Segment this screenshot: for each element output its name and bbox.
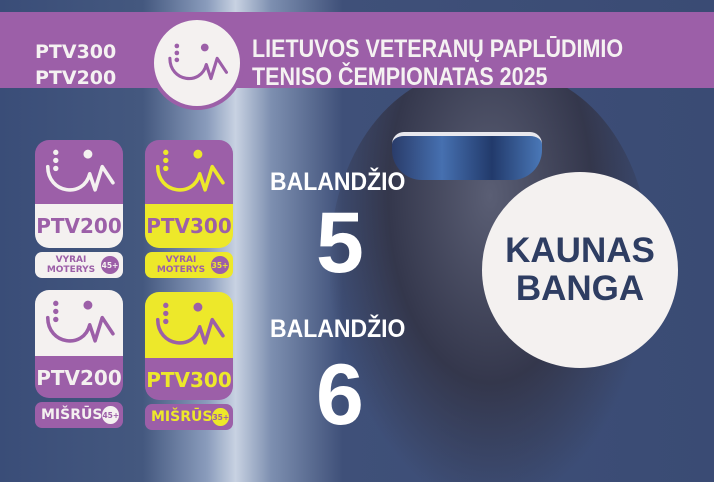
category-card-mixed-ptv300-35: PTV300 <box>145 292 233 400</box>
ptv-smile-logo-icon <box>153 300 225 350</box>
edition-ptv300: PTV300 <box>35 41 117 63</box>
category-name: PTV200 <box>35 204 123 248</box>
age-badge: 35+ <box>211 256 229 274</box>
date-day-2: 6 <box>316 347 364 443</box>
label-line: MOTERYS <box>46 265 96 275</box>
label-line: MOTERYS <box>156 265 206 275</box>
category-name: PTV300 <box>145 204 233 248</box>
age-badge: 35+ <box>212 408 230 426</box>
category-label: VYRAI MOTERYS 35+ <box>145 252 233 278</box>
label-line: VYRAI <box>165 255 197 265</box>
label-line: MIŠRŪS <box>151 409 213 425</box>
category-label: VYRAI MOTERYS 45+ <box>35 252 123 278</box>
logo <box>150 16 244 110</box>
category-name: PTV300 <box>145 358 233 400</box>
ptv-smile-logo-icon <box>166 41 228 85</box>
date-month-1: BALANDŽIO <box>270 168 406 196</box>
category-name: PTV200 <box>35 356 123 398</box>
title-line-1: LIETUVOS VETERANŲ PAPLŪDIMIO <box>252 35 624 63</box>
category-card-ptv300-35: PTV300 <box>145 140 233 248</box>
edition-list: PTV300 PTV200 <box>35 39 116 91</box>
edition-ptv200: PTV200 <box>35 67 117 89</box>
category-label: MIŠRŪS 45+ <box>35 402 123 428</box>
venue-name: BANGA <box>515 269 645 308</box>
date-month-2: BALANDŽIO <box>270 315 406 343</box>
event-title: LIETUVOS VETERANŲ PAPLŪDIMIO TENISO ČEMP… <box>252 35 623 91</box>
ptv-smile-logo-icon <box>153 147 225 197</box>
venue-city: KAUNAS <box>505 231 655 270</box>
venue-circle: KAUNAS BANGA <box>482 172 678 368</box>
category-card-ptv200-45: PTV200 <box>35 140 123 248</box>
ptv-smile-logo-icon <box>43 298 115 348</box>
date-day-1: 5 <box>316 195 364 291</box>
age-badge: 45+ <box>102 406 120 424</box>
label-line: VYRAI <box>55 255 87 265</box>
age-badge: 45+ <box>101 256 119 274</box>
ptv-smile-logo-icon <box>43 147 115 197</box>
header-banner: PTV300 PTV200 LIETUVOS VETERANŲ PAPLŪDIM… <box>0 12 714 110</box>
category-label: MIŠRŪS 35+ <box>145 404 233 430</box>
category-card-mixed-ptv200-45: PTV200 <box>35 290 123 398</box>
title-line-2: TENISO ČEMPIONATAS 2025 <box>252 63 548 91</box>
sunglasses <box>392 132 542 180</box>
label-line: MIŠRŪS <box>41 407 103 423</box>
